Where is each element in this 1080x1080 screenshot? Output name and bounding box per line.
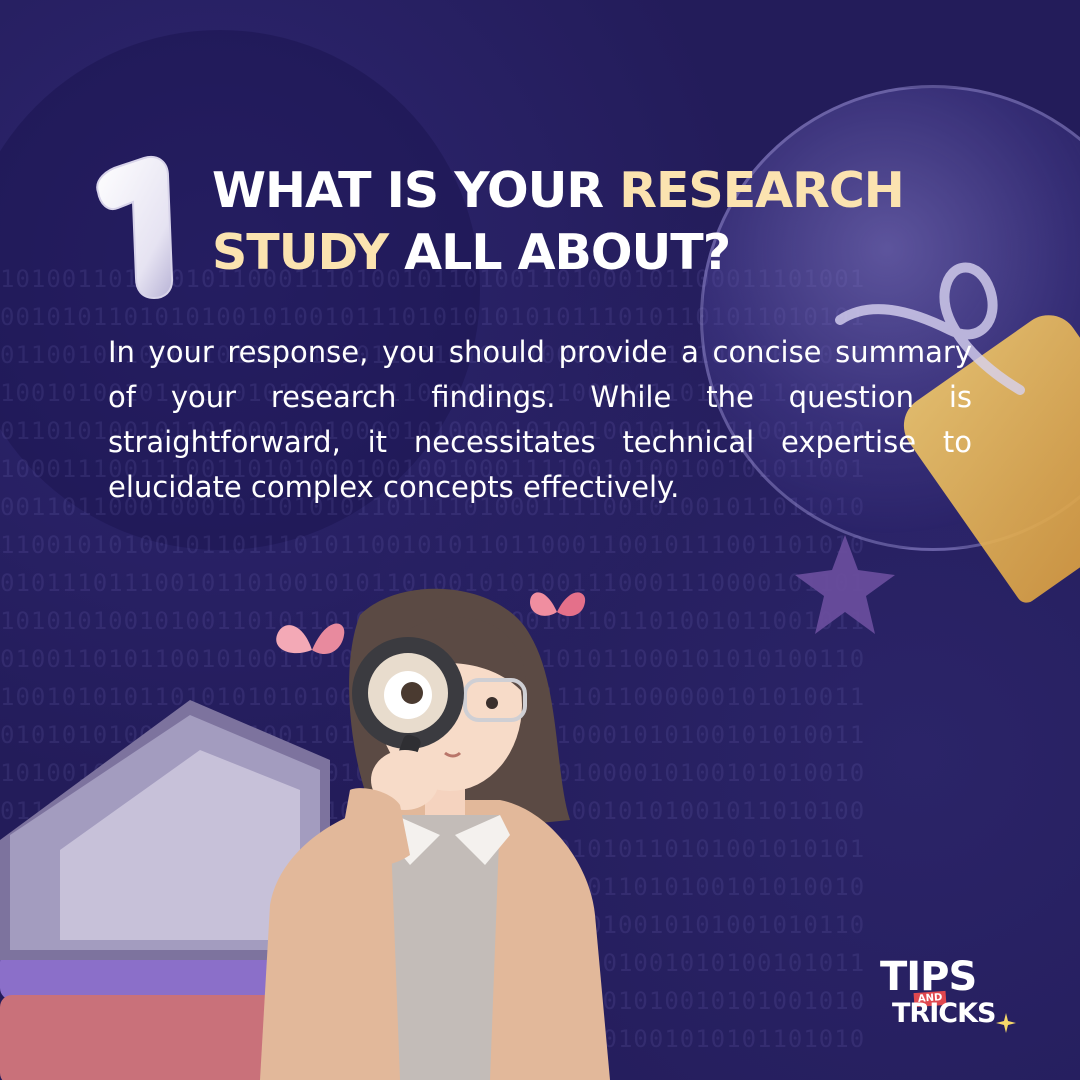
page-title: WHAT IS YOUR RESEARCH STUDY ALL ABOUT? bbox=[212, 160, 912, 284]
star-icon bbox=[795, 535, 895, 634]
title-line2-white: ALL ABOUT? bbox=[388, 224, 731, 281]
butterfly-icon bbox=[276, 623, 345, 655]
lightbulb-filament bbox=[835, 262, 1025, 395]
tips-and-tricks-logo: TIPS AND TRICKS bbox=[870, 955, 1020, 1045]
background-circle bbox=[0, 30, 480, 550]
sparkle-icon bbox=[996, 1013, 1016, 1033]
body-paragraph: In your response, you should provide a c… bbox=[108, 335, 972, 504]
title-line1-white: WHAT IS YOUR bbox=[212, 162, 620, 219]
title-highlight-study: STUDY bbox=[212, 224, 389, 281]
woman-with-magnifier-illustration bbox=[260, 588, 610, 1080]
title-highlight-research: RESEARCH bbox=[619, 162, 905, 219]
butterfly-icon bbox=[530, 592, 586, 617]
number-one-3d-icon bbox=[96, 156, 174, 300]
logo-tricks-text: TRICKS bbox=[892, 998, 996, 1029]
